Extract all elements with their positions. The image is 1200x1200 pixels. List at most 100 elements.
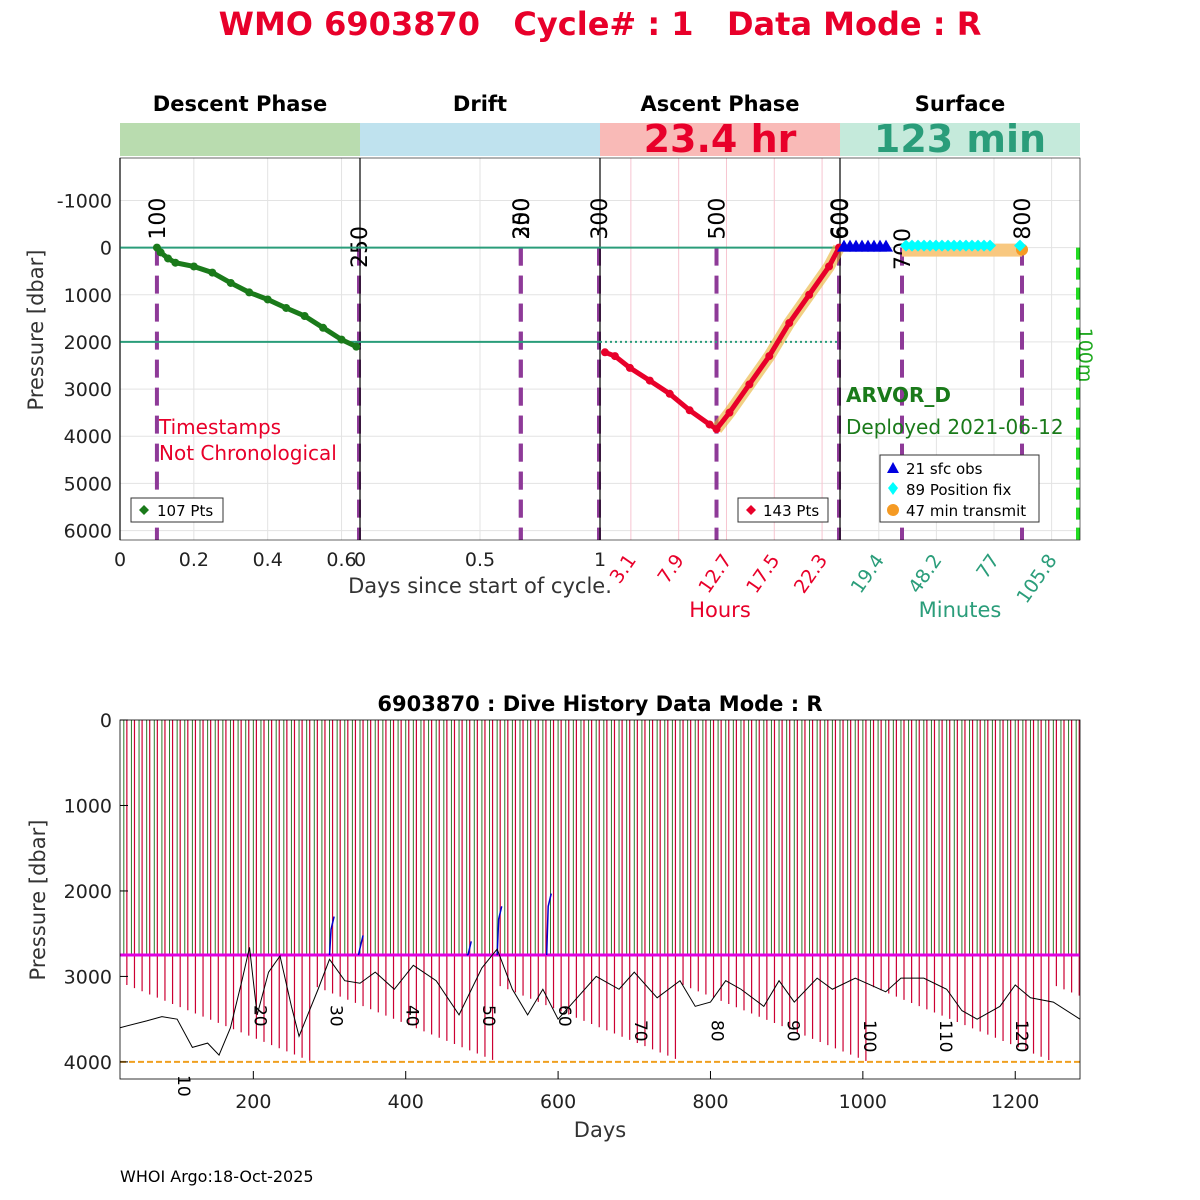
ascent-point xyxy=(600,348,609,357)
y-tick-label: 4000 xyxy=(64,1052,112,1074)
y-tick-label: 6000 xyxy=(64,521,112,543)
y-axis-label: Pressure [dbar] xyxy=(26,820,50,981)
cycle-label: 80 xyxy=(706,1020,726,1042)
cycle-label: 120 xyxy=(1011,1020,1031,1052)
x-tick-label: 0.5 xyxy=(465,549,495,571)
time-marker-label: 600 xyxy=(829,198,854,240)
x-tick-label: 1 xyxy=(594,549,606,571)
x-tick-label: 19.4 xyxy=(847,550,889,597)
time-marker-label: 800 xyxy=(1011,198,1036,240)
time-marker-label: 100 xyxy=(146,198,171,240)
ascent-point xyxy=(765,352,774,361)
time-marker-label: 250 xyxy=(510,198,535,240)
y-tick-label: 1000 xyxy=(64,795,112,817)
descent-point xyxy=(263,295,272,304)
legend-marker-transmit xyxy=(887,504,899,516)
descent-point xyxy=(300,311,309,320)
cycle-label: 20 xyxy=(249,1005,269,1027)
descent-point xyxy=(319,323,328,332)
ascent-point xyxy=(745,380,754,389)
drift-excursion xyxy=(545,893,552,956)
descent-point xyxy=(352,342,361,351)
phase-title-ascent: Ascent Phase xyxy=(641,92,800,116)
x-tick-label: 800 xyxy=(692,1091,728,1113)
x-tick-label: 0 xyxy=(114,549,126,571)
phase-title-drift: Drift xyxy=(453,92,507,116)
legend-label: 47 min transmit xyxy=(906,502,1026,520)
legend-label: 143 Pts xyxy=(763,502,819,520)
y-tick-label: 2000 xyxy=(64,881,112,903)
y-tick-label: 5000 xyxy=(64,473,112,495)
x-tick-label: 0.2 xyxy=(179,549,209,571)
ascent-points-legend: 143 Pts xyxy=(737,497,829,523)
legend-marker-sfc-obs xyxy=(887,462,899,473)
legend-box xyxy=(879,454,1040,523)
time-marker-label: 500 xyxy=(706,198,731,240)
ascent-point xyxy=(712,425,721,434)
descent-point xyxy=(156,248,165,257)
descent-point xyxy=(226,278,235,287)
cycle-label: 90 xyxy=(783,1020,803,1042)
ascent-point xyxy=(645,376,654,385)
figure-title: WMO 6903870 Cycle# : 1 Data Mode : R xyxy=(219,5,982,43)
x-tick-label: 7.9 xyxy=(653,550,688,587)
phase-band-ascent xyxy=(600,123,840,156)
phase-title-surface: Surface xyxy=(915,92,1005,116)
sfc-obs-marker xyxy=(879,239,893,252)
drift-excursion xyxy=(466,941,472,956)
drift-excursion xyxy=(496,906,503,956)
cycle-label: 110 xyxy=(935,1020,955,1052)
ascent-point xyxy=(705,420,714,429)
x-axis-label-ascent: Hours xyxy=(689,598,751,622)
descent-point xyxy=(337,335,346,344)
legend-label: 107 Pts xyxy=(157,502,213,520)
x-tick-label: 105.8 xyxy=(1012,550,1061,607)
deployment-date: Deployed 2021-06-12 xyxy=(846,415,1064,439)
descent-point xyxy=(164,254,172,263)
time-marker-label: 300 xyxy=(510,198,535,240)
y-tick-label: -1000 xyxy=(57,190,112,212)
ascent-point xyxy=(725,408,734,417)
ascent-point xyxy=(665,389,674,398)
drift-excursion xyxy=(328,916,335,956)
ascent-point xyxy=(785,319,794,328)
x-tick-label: 0.4 xyxy=(253,549,283,571)
x-tick-label: 77 xyxy=(972,550,1004,582)
cycle-label: 30 xyxy=(325,1005,345,1027)
phase-band-surface xyxy=(840,123,1080,156)
surface-legend: 21 sfc obs 89 Position fix 47 min transmit xyxy=(879,454,1040,523)
x-tick-label: 0 xyxy=(354,549,366,571)
cycle-label: 50 xyxy=(478,1005,498,1027)
position-fix-marker xyxy=(1014,239,1026,252)
bathymetry-line xyxy=(119,947,1081,1056)
y-tick-label: 4000 xyxy=(64,426,112,448)
y-tick-label: 0 xyxy=(100,238,112,260)
ascent-point xyxy=(805,290,814,299)
legend-marker xyxy=(746,505,756,515)
legend-marker xyxy=(139,505,149,515)
surface-limit-label: 100m xyxy=(1074,328,1096,383)
ascent-point xyxy=(685,406,694,415)
nonchrono-note-line-1: Timestamps xyxy=(158,415,281,439)
cycle-label: 40 xyxy=(402,1005,422,1027)
dive-history-chart: 6903870 : Dive History Data Mode : R 10 20… xyxy=(26,692,1081,1142)
float-model: ARVOR_D xyxy=(846,383,951,407)
nonchrono-note-line-2: Not Chronological xyxy=(159,441,337,465)
y-axis-label: Pressure [dbar] xyxy=(24,250,48,411)
x-axis-label: Days since start of cycle. xyxy=(348,574,612,598)
phase-duration-surface: 123 min xyxy=(874,117,1046,161)
ascent-point xyxy=(825,262,834,271)
ascent-point xyxy=(625,363,634,372)
y-tick-label: 3000 xyxy=(64,379,112,401)
phase-band-drift xyxy=(360,123,600,156)
y-tick-label: 3000 xyxy=(64,966,112,988)
phase-band-descent xyxy=(120,123,360,156)
y-tick-label: 0 xyxy=(100,710,112,732)
x-tick-label: 17.5 xyxy=(742,550,784,597)
footer-credit: WHOI Argo:18-Oct-2025 xyxy=(120,1167,314,1186)
descent-point xyxy=(282,303,291,312)
cycle-label: 70 xyxy=(630,1020,650,1042)
phase-title-descent: Descent Phase xyxy=(153,92,327,116)
